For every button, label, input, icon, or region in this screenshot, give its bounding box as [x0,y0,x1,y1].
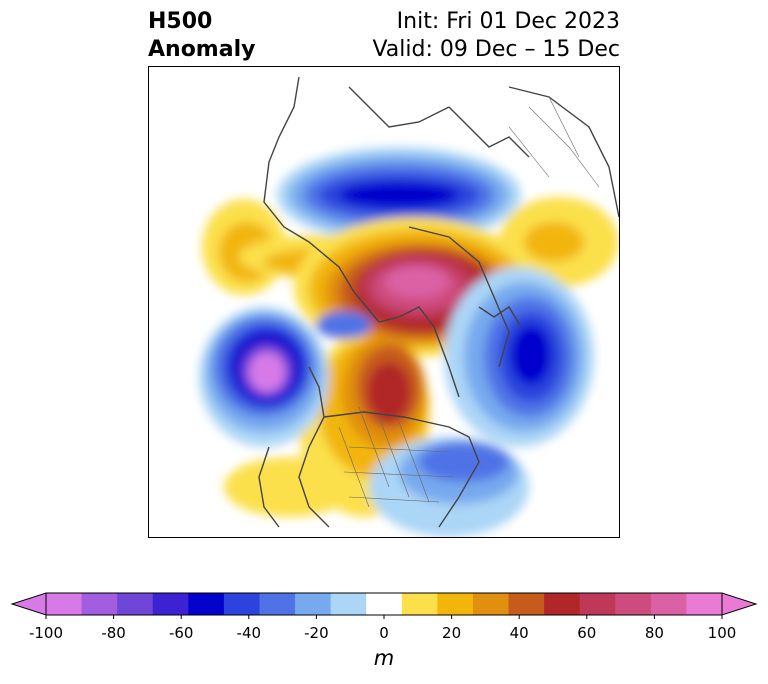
anomaly-shade [224,457,354,517]
title-line-2: Anomaly [148,37,256,62]
colorbar-segment [650,593,687,615]
colorbar-segment [117,593,154,615]
colorbar [10,592,758,619]
colorbar-segment [579,593,616,615]
coastline-segment [378,306,460,398]
coastline-segment [298,366,330,528]
colorbar-tick-label: 0 [379,624,389,642]
colorbar-tick-label: -100 [28,624,64,642]
border-segment [508,96,600,188]
border-segment [343,446,455,503]
anomaly-shade [339,182,459,208]
colorbar-segment [330,593,367,615]
coastline-segment [323,411,480,528]
anomaly-shade [367,362,411,422]
coastline-segment [258,446,280,528]
colorbar-segment [508,593,545,615]
coastlines [258,76,619,528]
anomaly-map [148,66,620,538]
colorbar-segment [544,593,581,615]
colorbar-segment [295,593,332,615]
colorbar-segment [437,593,474,615]
coastline-segment [478,306,522,328]
colorbar-tick-label: -20 [304,624,329,642]
borders [338,96,600,508]
colorbar-segment [188,593,225,615]
colorbar-segments [10,592,758,619]
colorbar-segment [472,593,510,615]
colorbar-tick-label: -40 [236,624,262,642]
anomaly-shade [316,311,372,339]
map-dates: Init: Fri 01 Dec 2023 Valid: 09 Dec – 15… [372,8,620,64]
coastline-segment [448,106,530,158]
coastline-segment [508,86,619,218]
coastline-segment [408,226,510,368]
map-title: H500 Anomaly [148,8,255,64]
colorbar-tick-label: -80 [101,624,126,642]
colorbar-tick-label: 100 [707,624,737,642]
coastline-segment [263,76,380,323]
border-segment [338,406,430,508]
init-date: Init: Fri 01 Dec 2023 [396,9,620,34]
anomaly-shade [511,325,551,385]
colorbar-tick-label: 40 [509,624,529,642]
valid-range: Valid: 09 Dec – 15 Dec [372,37,620,62]
colorbar-segment [223,593,260,615]
anomaly-shade [249,352,285,392]
colorbar-segment [615,593,652,615]
coastline-segment [348,86,450,128]
colorbar-tick-label: 80 [644,624,664,642]
colorbar-segment [259,593,296,615]
anomaly-shade [385,266,449,298]
colorbar-segment [401,593,438,615]
colorbar-extend-high [721,592,758,616]
anomaly-shade [419,442,509,482]
colorbar-segment [81,593,118,615]
anomaly-shade [524,222,584,262]
anomaly-fills [199,147,619,537]
title-line-1: H500 [148,9,213,34]
colorbar-segment [46,593,83,615]
colorbar-segment [366,593,403,615]
colorbar-tick-label: 20 [442,624,462,642]
colorbar-segment [686,593,723,615]
colorbar-tick-label: 60 [577,624,597,642]
colorbar-extend-low [10,592,47,616]
colorbar-segment [152,593,189,615]
colorbar-unit: m [373,646,395,670]
map-svg [199,76,619,537]
colorbar-tick-label: -60 [168,624,194,642]
